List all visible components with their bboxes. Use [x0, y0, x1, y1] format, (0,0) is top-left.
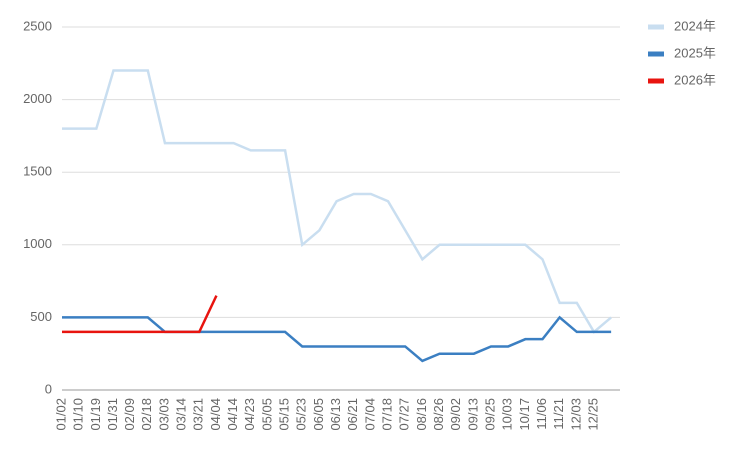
x-tick-label: 05/15 — [277, 398, 292, 431]
series-line — [62, 295, 218, 334]
x-tick-label: 07/18 — [379, 398, 394, 431]
series-line — [62, 315, 612, 363]
x-tick-label: 04/14 — [225, 398, 240, 431]
x-tick-label: 11/06 — [534, 398, 549, 430]
x-tick-label: 06/21 — [345, 398, 360, 431]
x-tick-label: 09/25 — [482, 398, 497, 431]
y-tick-label: 2000 — [23, 91, 52, 106]
x-tick-label: 03/03 — [156, 398, 171, 431]
x-tick-label: 05/05 — [259, 398, 274, 431]
x-tick-label: 11/21 — [551, 398, 566, 430]
x-tick-label: 10/17 — [517, 398, 532, 431]
x-tick-label: 09/02 — [448, 398, 463, 431]
x-tick-label: 05/23 — [294, 398, 309, 431]
x-tick-label: 04/23 — [242, 398, 257, 431]
y-tick-label: 1000 — [23, 236, 52, 251]
x-tick-label: 12/25 — [585, 398, 600, 431]
x-tick-label: 02/09 — [122, 398, 137, 431]
y-tick-label: 2500 — [23, 18, 52, 33]
x-tick-label: 01/10 — [71, 398, 86, 431]
x-tick-label: 07/27 — [397, 398, 412, 431]
x-tick-label: 06/13 — [328, 398, 343, 431]
x-tick-label: 10/03 — [500, 398, 515, 431]
x-tick-label: 03/21 — [191, 398, 206, 431]
x-tick-label: 09/13 — [465, 398, 480, 431]
y-tick-label: 1500 — [23, 164, 52, 179]
x-tick-label: 02/18 — [139, 398, 154, 431]
x-tick-label: 06/05 — [311, 398, 326, 431]
x-tick-label: 04/04 — [208, 398, 223, 431]
x-tick-label: 07/04 — [362, 398, 377, 431]
x-tick-label: 12/03 — [568, 398, 583, 431]
series-line — [62, 69, 612, 334]
legend-label: 2025年 — [674, 45, 716, 60]
x-tick-label: 03/14 — [174, 398, 189, 431]
x-tick-label: 01/02 — [53, 398, 68, 431]
x-tick-label: 08/16 — [414, 398, 429, 431]
x-tick-label: 01/19 — [88, 398, 103, 431]
legend-label: 2024年 — [674, 18, 716, 33]
y-tick-label: 0 — [45, 381, 52, 396]
y-tick-label: 500 — [30, 309, 52, 324]
x-tick-label: 01/31 — [105, 398, 120, 431]
legend-label: 2026年 — [674, 72, 716, 87]
x-tick-label: 08/26 — [431, 398, 446, 431]
